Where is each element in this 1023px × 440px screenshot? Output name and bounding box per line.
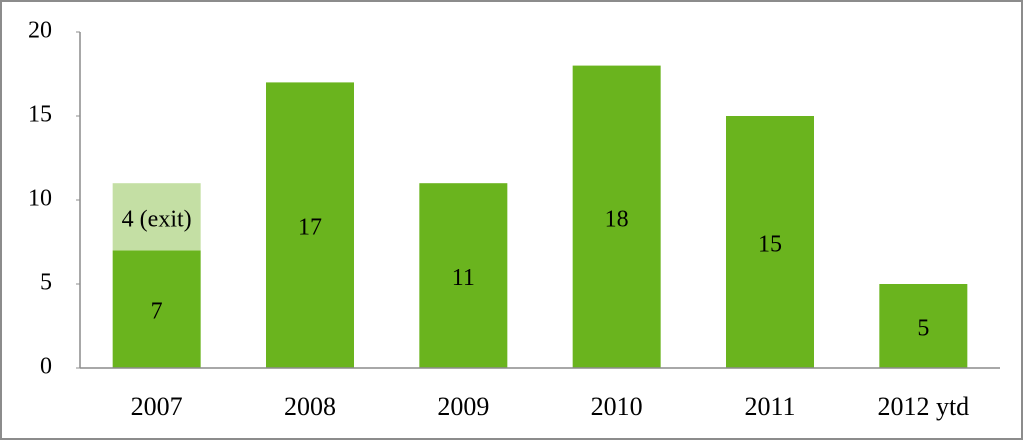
x-tick-label: 2011: [744, 392, 795, 421]
bar-segment: [112, 183, 201, 251]
data-label: 7: [151, 299, 163, 325]
x-tick-label: 2007: [131, 392, 183, 421]
bar-segment: [266, 82, 354, 369]
data-label: 17: [298, 215, 322, 241]
y-tick-label: 10: [28, 186, 52, 212]
y-tick-label: 20: [28, 18, 52, 44]
bar-segment: [572, 65, 661, 368]
x-tick-label: 2010: [591, 392, 643, 421]
bar-segment: [726, 116, 814, 368]
data-label: 5: [917, 316, 929, 342]
y-tick-label: 15: [28, 102, 52, 128]
data-label: 18: [605, 206, 629, 232]
data-label: 15: [758, 232, 782, 258]
y-tick-label: 5: [40, 270, 52, 296]
x-tick-label: 2008: [284, 392, 336, 421]
y-tick-label: 0: [40, 354, 52, 380]
x-tick-label: 2012 ytd: [877, 392, 969, 421]
x-tick-label: 2009: [437, 392, 489, 421]
bar-segment: [112, 250, 201, 368]
bar-segment: [879, 284, 968, 368]
data-label: 4 (exit): [122, 206, 192, 232]
bar-segment: [419, 183, 508, 368]
data-label: 11: [452, 265, 475, 291]
